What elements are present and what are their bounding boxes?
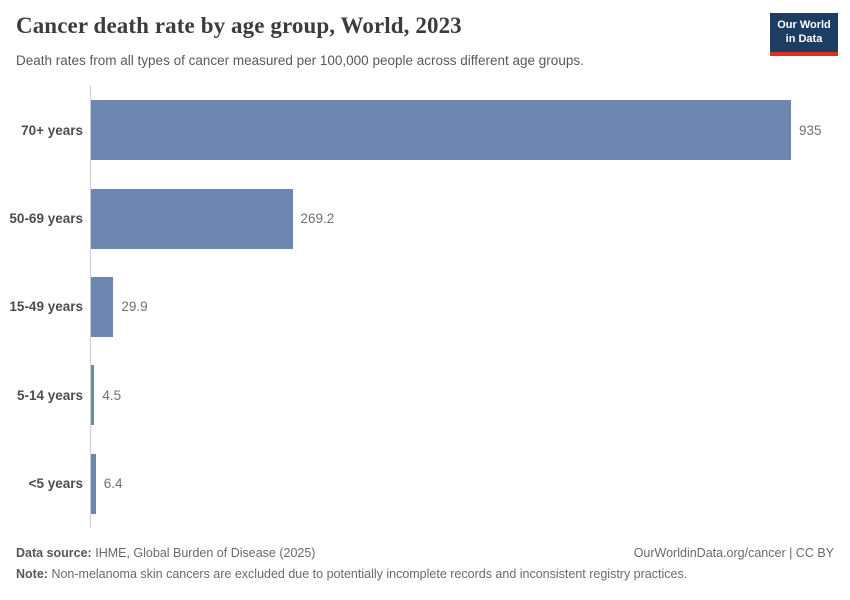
value-label: 6.4 [103, 476, 123, 492]
bar-under5[interactable] [91, 453, 96, 514]
bar-15-49[interactable] [91, 276, 114, 337]
category-label: 5-14 years [16, 387, 83, 403]
value-label: 29.9 [121, 299, 148, 315]
category-label: 70+ years [21, 122, 83, 138]
chart-footer: Data source: IHME, Global Burden of Dise… [16, 546, 834, 581]
value-label: 4.5 [102, 387, 122, 403]
page-title: Cancer death rate by age group, World, 2… [16, 13, 462, 38]
bar-row: 50-69 years 269.2 [9, 174, 834, 262]
data-source-text[interactable]: IHME, Global Burden of Disease (2025) [95, 546, 316, 560]
plot-area: 269.2 [90, 174, 834, 262]
plot-area: 935 [90, 86, 834, 174]
value-label: 269.2 [300, 211, 335, 227]
data-source: Data source: IHME, Global Burden of Dise… [16, 546, 315, 560]
owid-logo[interactable]: Our World in Data [770, 13, 838, 56]
owid-logo-line2: in Data [785, 32, 823, 45]
category-label: 50-69 years [9, 211, 83, 227]
bar-row: 15-49 years 29.9 [9, 263, 834, 351]
note-label: Note: [16, 567, 48, 581]
y-axis-line [90, 86, 91, 528]
footer-note: Note: Non-melanoma skin cancers are excl… [16, 567, 834, 581]
plot-area: 6.4 [90, 440, 834, 528]
chart-subtitle: Death rates from all types of cancer mea… [16, 53, 584, 68]
plot-area: 4.5 [90, 351, 834, 439]
bar-row: 70+ years 935 [16, 86, 834, 174]
bar-row: 5-14 years 4.5 [16, 351, 834, 439]
category-label: 15-49 years [9, 299, 83, 315]
owid-logo-line1: Our World [777, 18, 831, 31]
value-label: 935 [799, 122, 822, 138]
rights-link[interactable]: OurWorldinData.org/cancer | CC BY [633, 546, 834, 560]
footer-source-row: Data source: IHME, Global Burden of Dise… [16, 546, 834, 560]
bar-row: <5 years 6.4 [16, 440, 834, 528]
bar-5-14[interactable] [91, 365, 95, 426]
category-label: <5 years [28, 476, 83, 492]
bar-70plus[interactable] [91, 100, 791, 161]
data-source-label: Data source: [16, 546, 92, 560]
bar-50-69[interactable] [91, 188, 293, 249]
plot-area: 29.9 [90, 263, 834, 351]
note-text: Non-melanoma skin cancers are excluded d… [51, 567, 688, 581]
bar-chart: 70+ years 935 50-69 years 269.2 15-49 ye… [9, 86, 834, 528]
